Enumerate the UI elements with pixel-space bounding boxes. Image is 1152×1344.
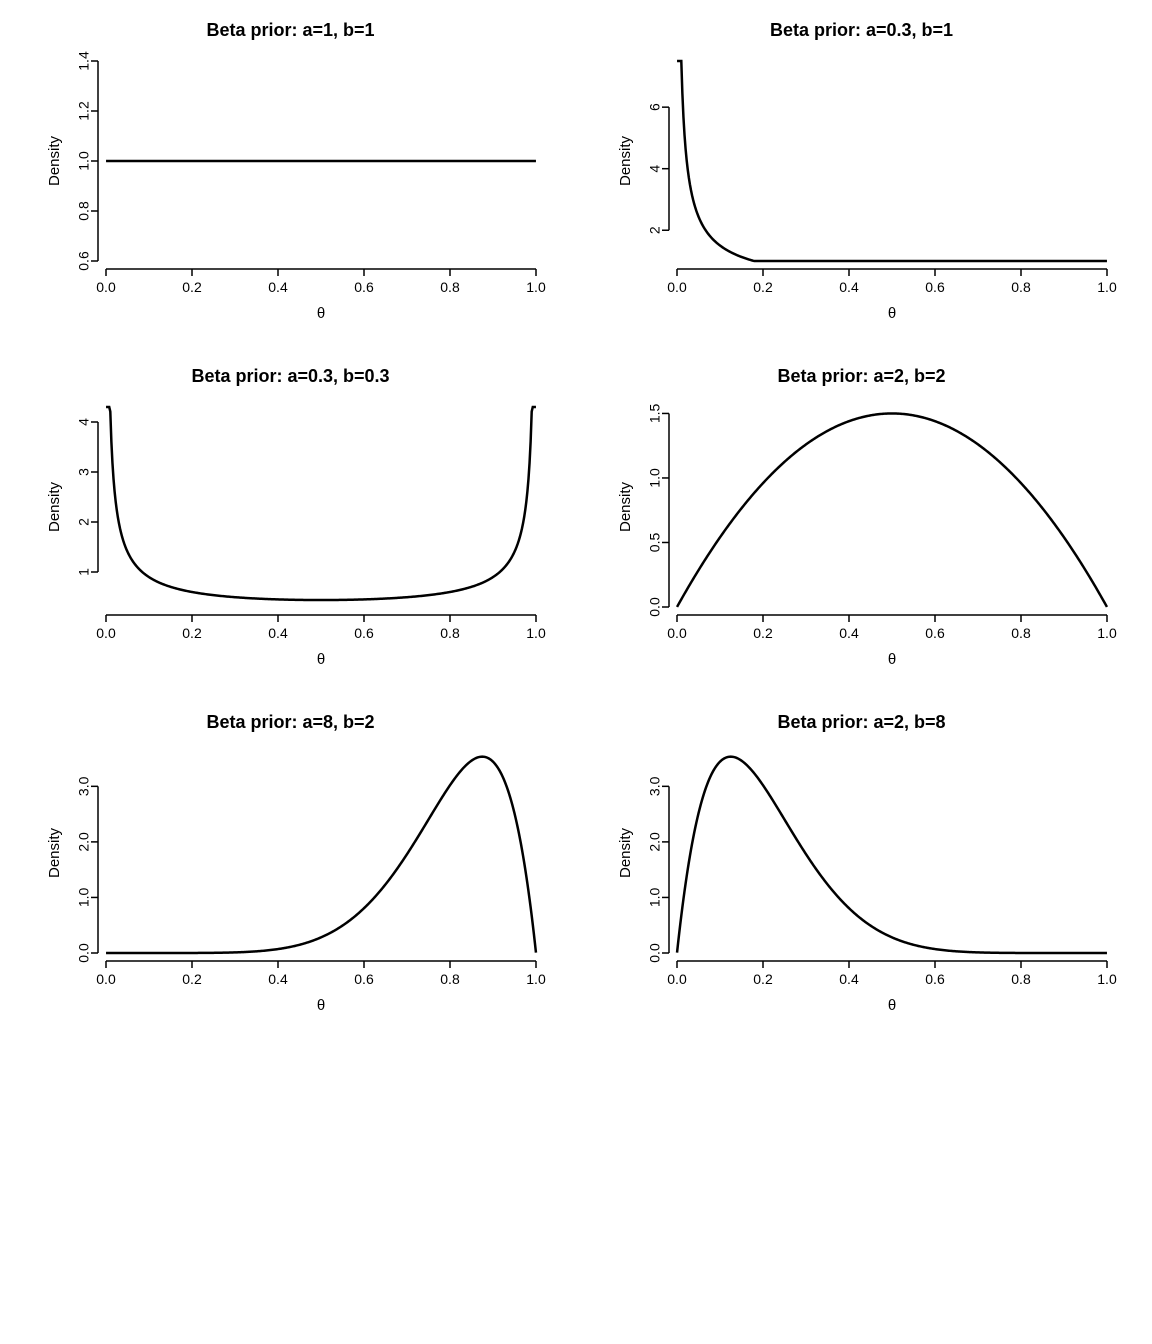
svg-text:0.8: 0.8 [440,625,460,641]
x-axis-label: θ [887,305,895,322]
chart-svg: 0.0 0.2 0.4 0.6 0.8 1.0 θ 2 4 6 Density [602,51,1122,326]
svg-text:0.2: 0.2 [182,279,202,295]
svg-text:0.0: 0.0 [646,943,662,963]
x-axis-label: θ [887,651,895,668]
panel-title: Beta prior: a=1, b=1 [206,20,374,41]
svg-text:4: 4 [646,165,662,173]
svg-text:2.0: 2.0 [646,832,662,852]
chart-svg: 0.0 0.2 0.4 0.6 0.8 1.0 θ 0.6 0.8 1.0 1.2 1.4 Densit… [31,51,551,326]
svg-text:0.8: 0.8 [440,279,460,295]
svg-text:0.8: 0.8 [1011,279,1031,295]
svg-text:0.4: 0.4 [839,625,859,641]
svg-text:1.0: 1.0 [75,151,91,171]
chart-panel-4: Beta prior: a=8, b=20.00.20.40.60.81.0θ0… [20,712,561,1018]
svg-text:0.4: 0.4 [268,625,288,641]
panel-title: Beta prior: a=2, b=2 [777,366,945,387]
svg-text:1.0: 1.0 [526,971,546,987]
svg-text:0.6: 0.6 [925,279,945,295]
density-curve [677,61,1107,261]
svg-text:0.0: 0.0 [646,597,662,617]
svg-text:1.0: 1.0 [526,279,546,295]
svg-text:1.4: 1.4 [75,51,91,71]
svg-text:2.0: 2.0 [75,832,91,852]
svg-text:1.5: 1.5 [646,404,662,424]
svg-text:0.4: 0.4 [268,279,288,295]
x-axis-label: θ [316,305,324,322]
density-curve [106,407,536,600]
svg-text:0.2: 0.2 [182,971,202,987]
svg-text:0.6: 0.6 [354,279,374,295]
chart-panel-3: Beta prior: a=2, b=20.00.20.40.60.81.0θ0… [591,366,1132,672]
svg-text:0.0: 0.0 [667,971,687,987]
svg-text:0.0: 0.0 [96,625,116,641]
density-curve [677,757,1107,953]
y-axis-label: Density [617,135,634,186]
density-curve [106,757,536,953]
density-curve [677,413,1107,606]
chart-svg: 0.0 0.2 0.4 0.6 0.8 1.0 θ 0.0 1.0 2.0 3.0 Density [602,743,1122,1018]
svg-text:0.8: 0.8 [75,201,91,221]
chart-panel-5: Beta prior: a=2, b=80.00.20.40.60.81.0θ0… [591,712,1132,1018]
chart-grid: Beta prior: a=1, b=10.00.20.40.60.81.0θ0… [20,20,1132,1018]
svg-text:0.6: 0.6 [925,971,945,987]
svg-text:1: 1 [75,568,91,576]
y-axis-label: Density [617,827,634,878]
svg-text:0.8: 0.8 [1011,971,1031,987]
y-axis-label: Density [617,481,634,532]
svg-text:6: 6 [646,103,662,111]
svg-text:0.6: 0.6 [354,971,374,987]
svg-text:0.4: 0.4 [839,971,859,987]
chart-panel-0: Beta prior: a=1, b=10.00.20.40.60.81.0θ0… [20,20,561,326]
y-axis-label: Density [46,827,63,878]
svg-text:0.6: 0.6 [75,251,91,271]
svg-text:0.6: 0.6 [925,625,945,641]
svg-text:0.0: 0.0 [96,279,116,295]
panel-title: Beta prior: a=8, b=2 [206,712,374,733]
x-axis-label: θ [887,997,895,1014]
y-axis-label: Density [46,481,63,532]
svg-text:0.8: 0.8 [1011,625,1031,641]
svg-text:1.0: 1.0 [526,625,546,641]
svg-text:0.2: 0.2 [753,279,773,295]
svg-text:1.0: 1.0 [1097,279,1117,295]
svg-text:2: 2 [646,226,662,234]
svg-text:1.0: 1.0 [1097,625,1117,641]
svg-text:1.0: 1.0 [1097,971,1117,987]
svg-text:1.0: 1.0 [75,888,91,908]
svg-text:3: 3 [75,468,91,476]
svg-text:0.0: 0.0 [667,625,687,641]
svg-text:0.6: 0.6 [354,625,374,641]
svg-text:0.8: 0.8 [440,971,460,987]
x-axis-label: θ [316,651,324,668]
panel-title: Beta prior: a=0.3, b=1 [770,20,953,41]
svg-text:0.0: 0.0 [667,279,687,295]
svg-text:0.2: 0.2 [753,625,773,641]
svg-text:3.0: 3.0 [646,776,662,796]
chart-panel-2: Beta prior: a=0.3, b=0.3 0.0 0.2 0.4 0.6 0.8 1… [20,366,561,672]
y-axis-label: Density [46,135,63,186]
panel-title: Beta prior: a=2, b=8 [777,712,945,733]
x-axis-label: θ [316,997,324,1014]
svg-text:4: 4 [75,418,91,426]
chart-svg: 0.0 0.2 0.4 0.6 0.8 1.0 θ 0.0 0.5 1.0 1.5 Density [602,397,1122,672]
svg-text:3.0: 3.0 [75,776,91,796]
svg-text:2: 2 [75,518,91,526]
svg-text:1.0: 1.0 [646,888,662,908]
svg-text:0.5: 0.5 [646,533,662,553]
svg-text:0.4: 0.4 [268,971,288,987]
svg-text:0.2: 0.2 [182,625,202,641]
svg-text:0.2: 0.2 [753,971,773,987]
svg-text:0.4: 0.4 [839,279,859,295]
svg-text:0.0: 0.0 [96,971,116,987]
svg-text:1.0: 1.0 [646,468,662,488]
chart-svg: 0.0 0.2 0.4 0.6 0.8 1.0 θ 1 2 3 4 Density [31,397,551,672]
chart-panel-1: Beta prior: a=0.3, b=1 0.0 0.2 0.4 0.6 0.8 1.0… [591,20,1132,326]
svg-text:1.2: 1.2 [75,101,91,121]
svg-text:0.0: 0.0 [75,943,91,963]
panel-title: Beta prior: a=0.3, b=0.3 [191,366,389,387]
chart-svg: 0.0 0.2 0.4 0.6 0.8 1.0 θ 0.0 1.0 2.0 3.0 Density [31,743,551,1018]
